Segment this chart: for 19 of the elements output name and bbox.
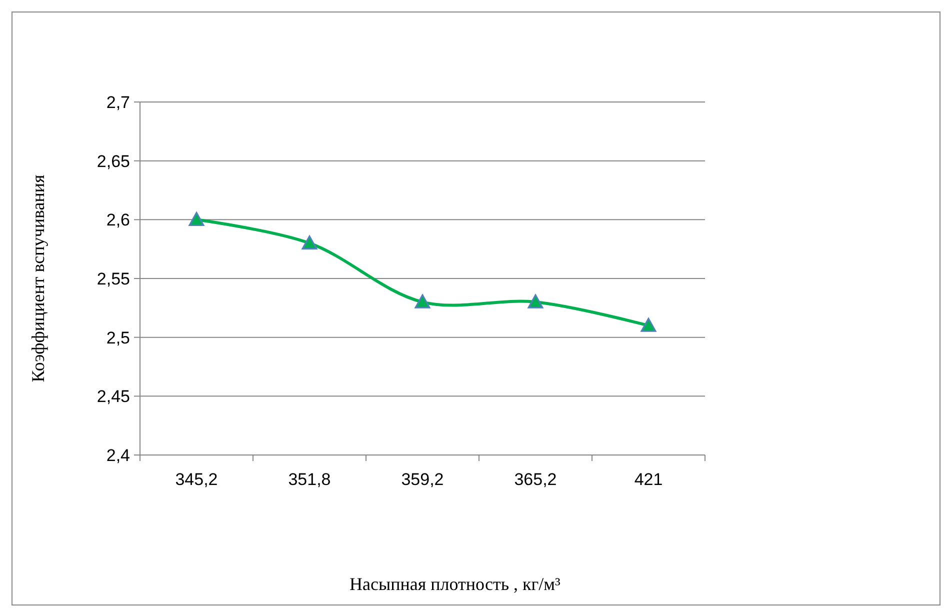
x-tick-label: 421 bbox=[634, 470, 663, 489]
point bbox=[188, 212, 204, 226]
point bbox=[302, 235, 318, 250]
x-tick-label: 345,2 bbox=[175, 470, 218, 489]
y-tick-label: 2,6 bbox=[106, 210, 130, 230]
y-tick-label: 2,55 bbox=[96, 269, 130, 288]
y-tick-label: 2,4 bbox=[106, 446, 130, 465]
x-tick-label: 359,2 bbox=[401, 470, 444, 489]
x-tick-label: 351,8 bbox=[288, 470, 331, 489]
point bbox=[528, 294, 544, 308]
y-tick-label: 2,5 bbox=[106, 328, 130, 348]
y-tick-label: 2,65 bbox=[96, 152, 130, 171]
y-tick-label: 2,45 bbox=[96, 387, 130, 406]
point bbox=[640, 318, 656, 332]
y-tick-label: 2,7 bbox=[106, 92, 130, 112]
x-tick-label: 365,2 bbox=[514, 470, 557, 489]
point bbox=[414, 294, 430, 308]
x-axis-title: Насыпная плотность , кг/м³ bbox=[350, 574, 562, 594]
y-axis-title: Коэффициент вспучивания bbox=[28, 174, 48, 382]
